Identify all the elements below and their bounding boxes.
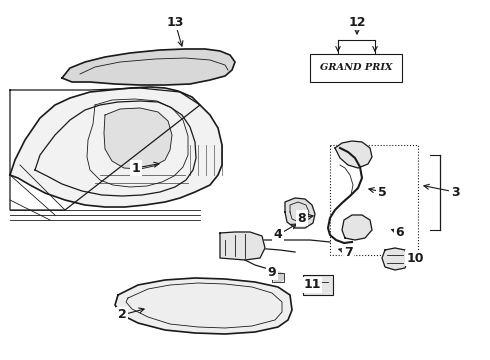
Polygon shape — [342, 215, 372, 240]
Polygon shape — [335, 141, 372, 168]
Text: 6: 6 — [396, 226, 404, 239]
Text: 2: 2 — [118, 309, 126, 321]
Polygon shape — [115, 278, 292, 334]
Text: GRAND PRIX: GRAND PRIX — [320, 63, 392, 72]
Polygon shape — [10, 87, 222, 207]
Text: 3: 3 — [451, 185, 459, 198]
Text: 9: 9 — [268, 266, 276, 279]
Text: 10: 10 — [406, 252, 424, 265]
Text: 5: 5 — [378, 185, 387, 198]
Text: 4: 4 — [273, 229, 282, 242]
Text: 11: 11 — [303, 279, 321, 292]
Text: 12: 12 — [348, 15, 366, 28]
Ellipse shape — [272, 272, 284, 282]
Polygon shape — [382, 248, 408, 270]
Polygon shape — [285, 198, 315, 228]
Polygon shape — [62, 49, 235, 85]
Text: 8: 8 — [298, 211, 306, 225]
Bar — [330, 145, 418, 255]
Polygon shape — [220, 232, 265, 260]
Text: 13: 13 — [166, 15, 184, 28]
Text: 7: 7 — [343, 246, 352, 258]
Bar — [303, 275, 333, 295]
Polygon shape — [104, 108, 172, 169]
Text: 1: 1 — [132, 162, 140, 175]
